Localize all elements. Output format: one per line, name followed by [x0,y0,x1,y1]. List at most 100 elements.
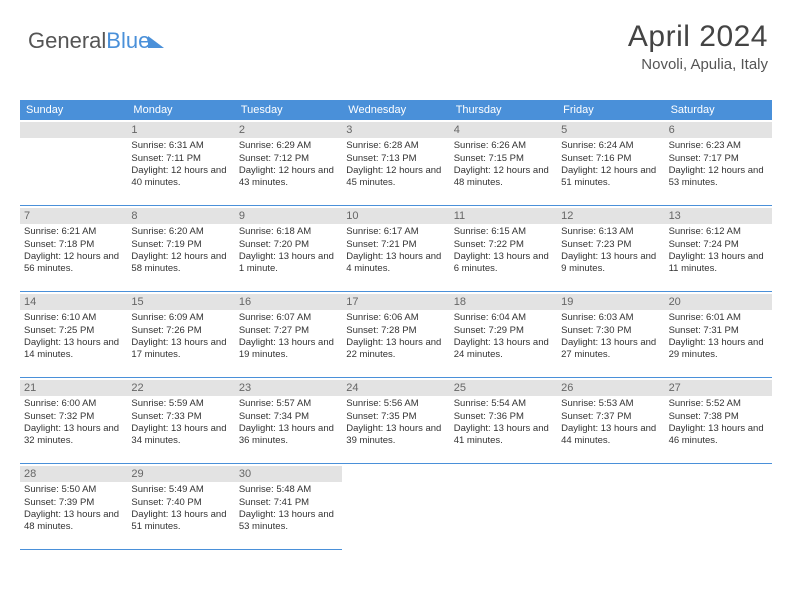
logo: GeneralBlue [28,28,164,54]
daylight-text: Daylight: 13 hours and 19 minutes. [239,337,338,362]
calendar-cell: 7Sunrise: 6:21 AMSunset: 7:18 PMDaylight… [20,206,127,292]
calendar-cell: 22Sunrise: 5:59 AMSunset: 7:33 PMDayligh… [127,378,234,464]
weekday-header: Friday [557,100,664,120]
calendar-cell: 21Sunrise: 6:00 AMSunset: 7:32 PMDayligh… [20,378,127,464]
daylight-text: Daylight: 13 hours and 29 minutes. [669,337,768,362]
calendar-cell: 28 Sunrise: 5:50 AMSunset: 7:39 PMDayligh… [20,464,127,550]
sunset-text: Sunset: 7:38 PM [669,411,768,423]
day-number: 26 [557,380,664,396]
sunrise-text: Sunrise: 6:31 AM [131,140,230,152]
day-number: 3 [342,122,449,138]
day-number: 22 [127,380,234,396]
sunset-text: Sunset: 7:28 PM [346,325,445,337]
day-number: 23 [235,380,342,396]
sunset-text: Sunset: 7:26 PM [131,325,230,337]
calendar-cell: 4Sunrise: 6:26 AMSunset: 7:15 PMDaylight… [450,120,557,206]
sunset-text: Sunset: 7:16 PM [561,153,660,165]
sunrise-text: Sunrise: 6:09 AM [131,312,230,324]
calendar-cell: 11Sunrise: 6:15 AMSunset: 7:22 PMDayligh… [450,206,557,292]
calendar-cell: 25Sunrise: 5:54 AMSunset: 7:36 PMDayligh… [450,378,557,464]
calendar-cell [20,120,127,206]
day-number: 30 [235,466,342,482]
day-number: 5 [557,122,664,138]
daylight-text: Daylight: 12 hours and 43 minutes. [239,165,338,190]
weekday-header-row: SundayMondayTuesdayWednesdayThursdayFrid… [20,100,772,120]
sunset-text: Sunset: 7:12 PM [239,153,338,165]
logo-text-2: Blue [106,28,150,53]
day-number: 21 [20,380,127,396]
daylight-text: Daylight: 13 hours and 4 minutes. [346,251,445,276]
sunset-text: Sunset: 7:13 PM [346,153,445,165]
sunset-text: Sunset: 7:32 PM [24,411,123,423]
sunset-text: Sunset: 7:39 PM [24,497,123,509]
weekday-header: Sunday [20,100,127,120]
daylight-text: Daylight: 13 hours and 11 minutes. [669,251,768,276]
calendar-cell: 3Sunrise: 6:28 AMSunset: 7:13 PMDaylight… [342,120,449,206]
day-number: 7 [20,208,127,224]
daylight-text: Daylight: 13 hours and 36 minutes. [239,423,338,448]
day-number: 6 [665,122,772,138]
calendar-cell: 23Sunrise: 5:57 AMSunset: 7:34 PMDayligh… [235,378,342,464]
day-number: 11 [450,208,557,224]
sunset-text: Sunset: 7:22 PM [454,239,553,251]
calendar-cell: 12Sunrise: 6:13 AMSunset: 7:23 PMDayligh… [557,206,664,292]
calendar-cell: 24 Sunrise: 5:56 AMSunset: 7:35 PMDayligh… [342,378,449,464]
calendar-cell: 17Sunrise: 6:06 AMSunset: 7:28 PMDayligh… [342,292,449,378]
sunrise-text: Sunrise: 6:17 AM [346,226,445,238]
calendar-cell: 30Sunrise: 5:48 AMSunset: 7:41 PMDayligh… [235,464,342,550]
daylight-text: Daylight: 13 hours and 32 minutes. [24,423,123,448]
sunset-text: Sunset: 7:41 PM [239,497,338,509]
sunrise-text: Sunrise: 6:23 AM [669,140,768,152]
sunset-text: Sunset: 7:35 PM [346,411,445,423]
sunrise-text: Sunrise: 6:29 AM [239,140,338,152]
calendar-cell: 14Sunrise: 6:10 AMSunset: 7:25 PMDayligh… [20,292,127,378]
daylight-text: Daylight: 13 hours and 53 minutes. [239,509,338,534]
weekday-header: Monday [127,100,234,120]
sunset-text: Sunset: 7:18 PM [24,239,123,251]
day-number: 12 [557,208,664,224]
daylight-text: Daylight: 13 hours and 39 minutes. [346,423,445,448]
weekday-header: Wednesday [342,100,449,120]
daylight-text: Daylight: 12 hours and 48 minutes. [454,165,553,190]
calendar-cell: 27Sunrise: 5:52 AMSunset: 7:38 PMDayligh… [665,378,772,464]
sunset-text: Sunset: 7:31 PM [669,325,768,337]
day-number: 24 [342,380,449,396]
sunset-text: Sunset: 7:37 PM [561,411,660,423]
sunrise-text: Sunrise: 5:50 AM [24,484,123,496]
sunrise-text: Sunrise: 6:06 AM [346,312,445,324]
day-number: 2 [235,122,342,138]
calendar-cell: 1Sunrise: 6:31 AMSunset: 7:11 PMDaylight… [127,120,234,206]
calendar-cell [557,464,664,550]
calendar-cell: 8Sunrise: 6:20 AMSunset: 7:19 PMDaylight… [127,206,234,292]
daylight-text: Daylight: 13 hours and 48 minutes. [24,509,123,534]
daylight-text: Daylight: 12 hours and 56 minutes. [24,251,123,276]
calendar-cell: 10 Sunrise: 6:17 AMSunset: 7:21 PMDayligh… [342,206,449,292]
daylight-text: Daylight: 13 hours and 14 minutes. [24,337,123,362]
sunrise-text: Sunrise: 5:56 AM [346,398,445,410]
location-label: Novoli, Apulia, Italy [628,56,768,73]
calendar-cell: 26Sunrise: 5:53 AMSunset: 7:37 PMDayligh… [557,378,664,464]
daylight-text: Daylight: 13 hours and 46 minutes. [669,423,768,448]
day-number: 10 [342,208,449,224]
sunset-text: Sunset: 7:19 PM [131,239,230,251]
calendar-cell: 16Sunrise: 6:07 AMSunset: 7:27 PMDayligh… [235,292,342,378]
day-number: 19 [557,294,664,310]
daylight-text: Daylight: 13 hours and 22 minutes. [346,337,445,362]
daylight-text: Daylight: 13 hours and 24 minutes. [454,337,553,362]
sunset-text: Sunset: 7:25 PM [24,325,123,337]
sunrise-text: Sunrise: 6:03 AM [561,312,660,324]
daylight-text: Daylight: 13 hours and 41 minutes. [454,423,553,448]
sunrise-text: Sunrise: 6:20 AM [131,226,230,238]
header: April 2024 Novoli, Apulia, Italy [628,20,768,73]
day-number: 16 [235,294,342,310]
day-number: 28 [20,466,127,482]
calendar-cell [342,464,449,550]
sunset-text: Sunset: 7:11 PM [131,153,230,165]
day-number: 15 [127,294,234,310]
sunset-text: Sunset: 7:40 PM [131,497,230,509]
sunset-text: Sunset: 7:21 PM [346,239,445,251]
sunrise-text: Sunrise: 6:07 AM [239,312,338,324]
sunrise-text: Sunrise: 6:12 AM [669,226,768,238]
sunset-text: Sunset: 7:15 PM [454,153,553,165]
sunset-text: Sunset: 7:24 PM [669,239,768,251]
